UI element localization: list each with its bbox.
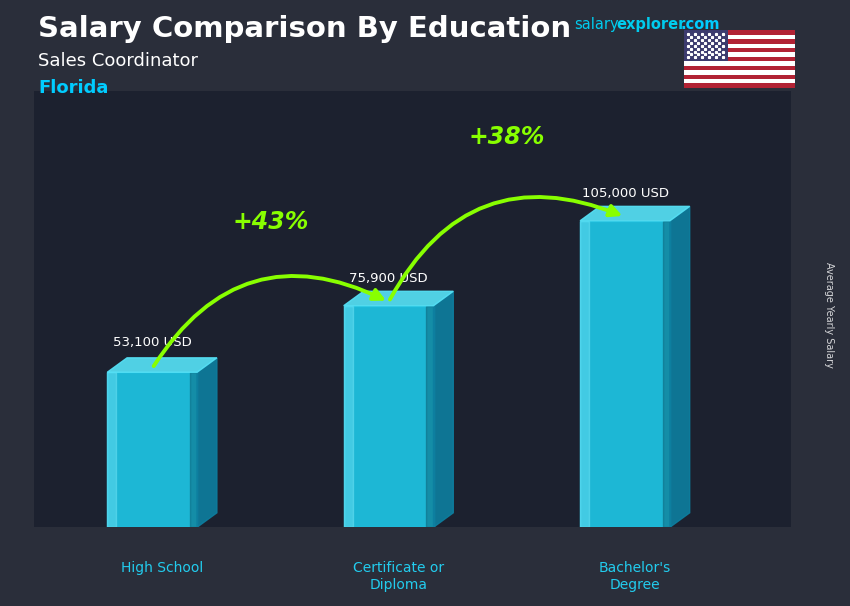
Bar <box>684 44 795 48</box>
Polygon shape <box>190 372 197 527</box>
Polygon shape <box>663 221 670 527</box>
Polygon shape <box>434 291 453 527</box>
Text: +43%: +43% <box>232 210 309 235</box>
Polygon shape <box>343 305 434 527</box>
Text: salary: salary <box>574 17 618 32</box>
Text: Average Yearly Salary: Average Yearly Salary <box>824 262 834 368</box>
Text: Florida: Florida <box>38 79 109 97</box>
Bar <box>684 70 795 75</box>
Polygon shape <box>107 372 116 527</box>
Text: Certificate or
Diploma: Certificate or Diploma <box>353 561 444 591</box>
Polygon shape <box>580 221 670 527</box>
Bar <box>684 35 795 39</box>
Bar <box>684 84 795 88</box>
Polygon shape <box>580 207 689 221</box>
Polygon shape <box>343 305 353 527</box>
Text: 75,900 USD: 75,900 USD <box>349 272 428 285</box>
Text: .com: .com <box>680 17 719 32</box>
Text: High School: High School <box>121 561 203 575</box>
Polygon shape <box>107 372 197 527</box>
Bar <box>684 65 795 70</box>
Text: explorer: explorer <box>616 17 686 32</box>
Bar <box>684 30 728 61</box>
Polygon shape <box>670 207 689 527</box>
Polygon shape <box>580 221 589 527</box>
Bar <box>684 53 795 57</box>
Bar <box>684 39 795 44</box>
Bar <box>684 75 795 79</box>
Polygon shape <box>197 358 217 527</box>
Polygon shape <box>107 358 217 372</box>
Polygon shape <box>343 291 453 305</box>
Bar <box>684 61 795 65</box>
Bar <box>684 79 795 84</box>
Bar <box>684 30 795 35</box>
Text: 105,000 USD: 105,000 USD <box>581 187 668 200</box>
Text: Bachelor's
Degree: Bachelor's Degree <box>598 561 671 591</box>
Bar <box>684 57 795 61</box>
Bar <box>684 48 795 53</box>
Text: Sales Coordinator: Sales Coordinator <box>38 52 198 70</box>
Polygon shape <box>427 305 434 527</box>
Text: 53,100 USD: 53,100 USD <box>113 336 191 350</box>
Text: Salary Comparison By Education: Salary Comparison By Education <box>38 15 571 43</box>
Text: +38%: +38% <box>468 125 545 149</box>
